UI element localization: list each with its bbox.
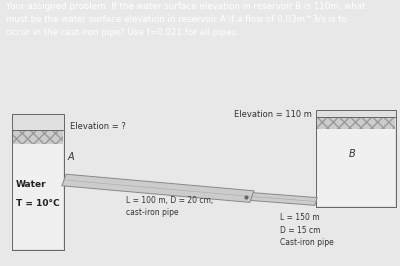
Text: T = 10°C: T = 10°C bbox=[16, 199, 60, 208]
Text: B: B bbox=[349, 149, 355, 159]
Text: Elevation = 110 m: Elevation = 110 m bbox=[234, 110, 312, 119]
Bar bbox=[317, 117, 395, 206]
Text: L = 150 m
D = 15 cm
Cast-iron pipe: L = 150 m D = 15 cm Cast-iron pipe bbox=[280, 213, 334, 247]
Text: L = 100 m, D = 20 cm,
cast-iron pipe: L = 100 m, D = 20 cm, cast-iron pipe bbox=[126, 196, 213, 217]
Bar bbox=[13, 130, 63, 144]
Polygon shape bbox=[62, 174, 254, 202]
Text: Your assigned problem: If the water surface elevation in reservoir B is 110m, wh: Your assigned problem: If the water surf… bbox=[6, 2, 366, 37]
Bar bbox=[316, 110, 396, 207]
Bar bbox=[317, 117, 395, 129]
Polygon shape bbox=[251, 193, 317, 205]
Text: Water: Water bbox=[16, 180, 47, 189]
Text: A: A bbox=[68, 152, 75, 162]
Bar bbox=[13, 130, 63, 250]
Bar bbox=[12, 114, 64, 250]
Text: Elevation = ?: Elevation = ? bbox=[70, 122, 126, 131]
